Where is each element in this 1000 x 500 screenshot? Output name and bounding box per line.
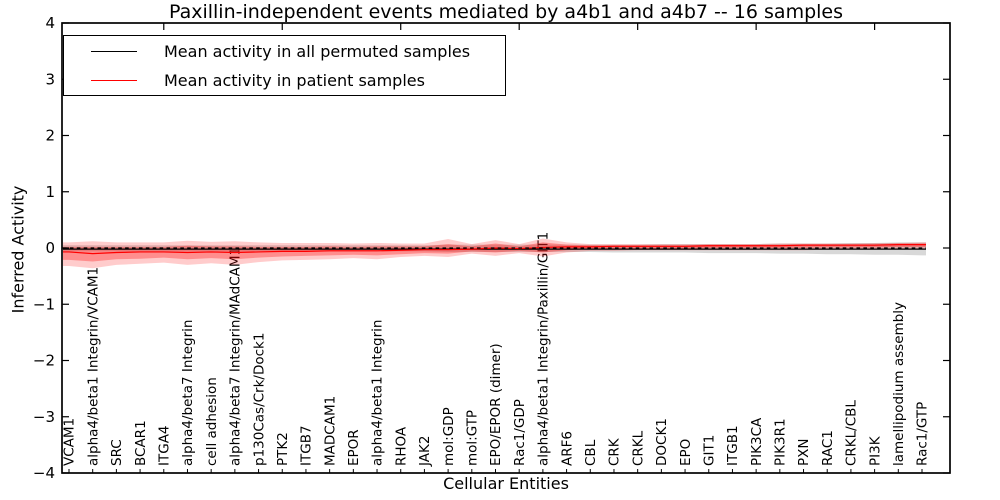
x-tick-label: EPOR: [346, 429, 362, 466]
permuted-line-swatch: [91, 50, 137, 52]
y-tick-label: −3: [33, 408, 55, 426]
x-tick-label: PIK3CA: [749, 417, 765, 466]
x-tick-label: PIK3R1: [773, 418, 789, 466]
legend-label-permuted: Mean activity in all permuted samples: [164, 41, 471, 61]
x-tick-label: ITGB7: [299, 425, 315, 466]
x-tick-label: CRK: [607, 437, 623, 466]
x-tick-label: ITGA4: [156, 425, 172, 466]
x-tick-label: alpha4/beta1 Integrin: [370, 320, 386, 466]
x-tick-label: Rac1/GDP: [512, 399, 528, 466]
x-tick-label: alpha4/beta7 Integrin/MAdCAM1: [228, 247, 244, 466]
x-tick-label: BCAR1: [133, 420, 149, 466]
y-tick-label: −2: [33, 352, 55, 370]
x-axis-title: Cellular Entities: [443, 474, 569, 493]
x-tick-label: mol:GTP: [465, 410, 481, 466]
x-tick-label: CRKL: [630, 430, 646, 466]
x-tick-label: CRKL/CBL: [844, 400, 860, 466]
y-tick-label: 3: [45, 70, 55, 88]
chart-title: Paxillin-independent events mediated by …: [168, 1, 844, 23]
x-tick-label: alpha4/beta7 Integrin: [180, 320, 196, 466]
y-tick-label: 2: [45, 127, 55, 145]
x-tick-label: lamellipodium assembly: [891, 302, 907, 466]
x-tick-label: alpha4/beta1 Integrin/VCAM1: [85, 267, 101, 466]
x-tick-label: JAK2: [417, 436, 433, 467]
x-tick-label: MADCAM1: [322, 396, 338, 466]
y-tick-label: 4: [45, 14, 55, 32]
x-tick-label: EPO/EPOR (dimer): [488, 343, 504, 466]
x-tick-label: cell adhesion: [204, 377, 220, 466]
legend-item-permuted: Mean activity in all permuted samples: [64, 37, 505, 65]
x-tick-label: Rac1/GTP: [915, 402, 931, 466]
x-tick-label: ITGB1: [725, 425, 741, 466]
x-tick-label: EPO: [678, 439, 694, 466]
x-tick-label: RHOA: [393, 426, 409, 466]
x-tick-label: p130Cas/Crk/Dock1: [251, 333, 267, 466]
legend-label-patient: Mean activity in patient samples: [164, 70, 425, 90]
x-tick-label: PXN: [796, 439, 812, 467]
x-tick-label: GIT1: [701, 435, 717, 466]
legend-item-patient: Mean activity in patient samples: [64, 66, 505, 94]
x-tick-label: mol:GDP: [441, 407, 457, 466]
patient-range-inner-band: [63, 242, 926, 262]
y-axis-title: Inferred Activity: [8, 185, 28, 314]
y-tick-label: −4: [33, 464, 55, 482]
x-tick-label: RAC1: [820, 430, 836, 466]
legend: Mean activity in all permuted samples Me…: [63, 35, 506, 96]
y-tick-label: 0: [45, 239, 55, 257]
patient-line-swatch: [91, 79, 137, 81]
x-tick-label: SRC: [109, 439, 125, 466]
x-tick-label: alpha4/beta1 Integrin/Paxillin/GIT1: [536, 232, 552, 466]
x-tick-label: PI3K: [867, 435, 883, 466]
patient-mean-line: [63, 244, 926, 255]
x-tick-label: VCAM1: [62, 418, 78, 466]
x-tick-label: DOCK1: [654, 418, 670, 466]
x-tick-label: PTK2: [275, 432, 291, 466]
x-tick-label: CBL: [583, 439, 599, 466]
y-tick-label: 1: [45, 183, 55, 201]
x-tick-label: ARF6: [559, 431, 575, 466]
y-tick-label: −1: [33, 295, 55, 313]
